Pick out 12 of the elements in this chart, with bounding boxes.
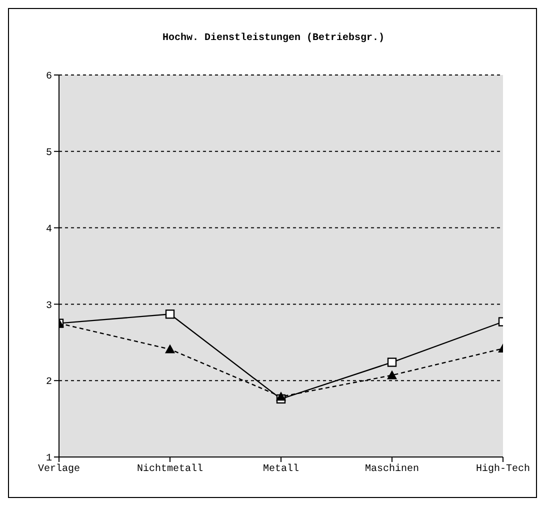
y-tick-label: 3: [46, 300, 52, 312]
chart-title: Hochw. Dienstleistungen (Betriebsgr.): [161, 33, 386, 44]
x-tick-label: Verlage: [38, 463, 80, 476]
x-tick-label: Metall: [262, 463, 300, 476]
x-tick-label: High-Tech: [476, 463, 530, 476]
y-tick-label: 6: [46, 72, 52, 83]
y-tick-label: 5: [46, 148, 52, 159]
y-tick-label: 2: [46, 377, 52, 388]
x-tick-label: Maschinen: [364, 463, 420, 476]
y-tick-label: 1: [46, 454, 52, 465]
y-tick-label: 4: [46, 224, 52, 236]
x-tick-label: Nichtmetall: [136, 463, 204, 476]
